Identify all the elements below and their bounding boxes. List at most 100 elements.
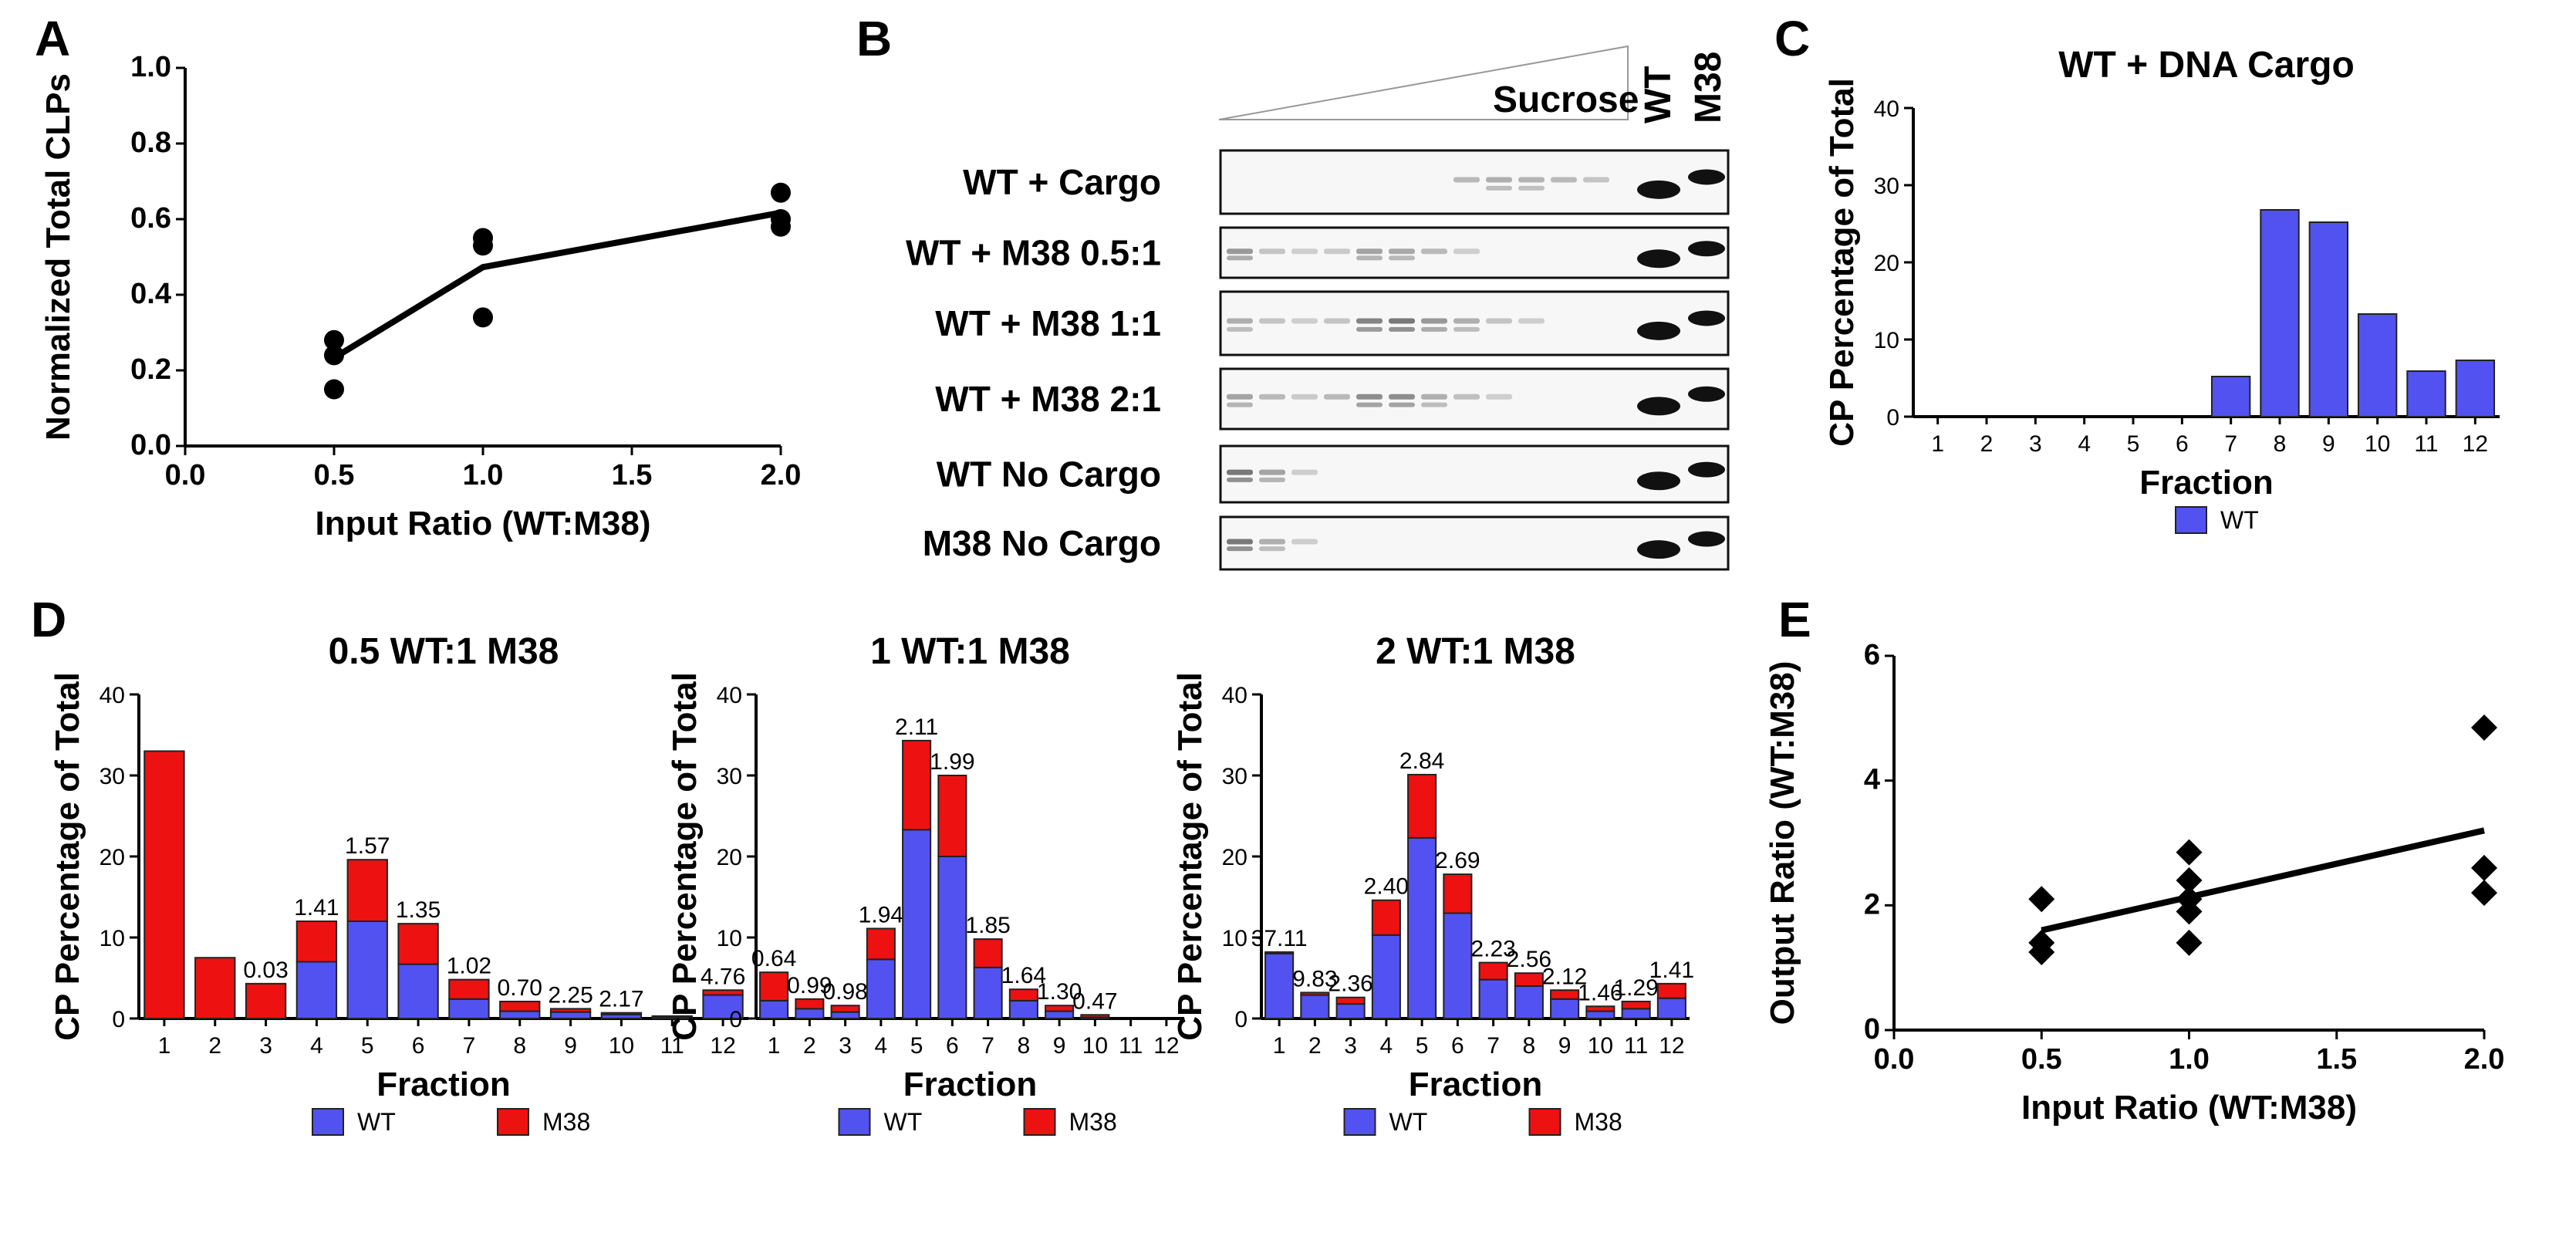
gel-band bbox=[1486, 185, 1512, 191]
x-tick-label: 0.5 bbox=[314, 459, 355, 492]
chart-title: 1 WT:1 M38 bbox=[870, 631, 1070, 672]
x-tick-label: 2 bbox=[803, 1033, 816, 1059]
bar-data-label: 1.85 bbox=[965, 913, 1010, 938]
bar-data-label: 1.46 bbox=[1578, 980, 1622, 1005]
gel-band bbox=[1421, 326, 1447, 332]
x-tick-label: 5 bbox=[2127, 431, 2140, 457]
bar-m38 bbox=[1371, 899, 1401, 936]
data-point bbox=[324, 379, 344, 400]
bar-m38 bbox=[830, 1005, 860, 1013]
bar-data-label: 1.41 bbox=[294, 895, 339, 921]
x-axis-label: Input Ratio (WT:M38) bbox=[315, 505, 650, 542]
bar-wt bbox=[448, 998, 490, 1020]
x-tick-label: 0.0 bbox=[1874, 1043, 1915, 1076]
y-tick-label: 40 bbox=[1222, 683, 1247, 708]
fit-line bbox=[332, 209, 782, 361]
bar-data-label: 2.56 bbox=[1507, 947, 1551, 972]
chart-e: 0 2 4 6 0.0 0.5 1.0 1.5 2.0 Input Ratio (WT:M38) O… bbox=[1764, 639, 2504, 1127]
data-point bbox=[2028, 886, 2055, 913]
gel-band bbox=[1421, 394, 1447, 400]
bar-wt bbox=[2210, 376, 2251, 417]
x-tick-label: 1 bbox=[1273, 1033, 1286, 1059]
y-tick-label: 0 bbox=[729, 1007, 742, 1032]
y-tick-label: 30 bbox=[1222, 764, 1247, 789]
bar-m38 bbox=[600, 1012, 643, 1015]
gel-band bbox=[1453, 318, 1480, 324]
data-point bbox=[2471, 880, 2497, 907]
bar-m38 bbox=[194, 957, 236, 1019]
legend-label-wt: WT bbox=[2220, 506, 2259, 534]
y-tick-label: 10 bbox=[100, 926, 125, 951]
bar-data-label: 1.29 bbox=[1613, 975, 1658, 1001]
bar-wt bbox=[937, 856, 967, 1019]
y-tick-label: 4 bbox=[1864, 764, 1880, 796]
x-tick-label: 3 bbox=[1344, 1033, 1357, 1059]
chart-title: 2 WT:1 M38 bbox=[1376, 631, 1575, 672]
data-point bbox=[2471, 714, 2497, 741]
x-tick-label: 2 bbox=[1980, 431, 1994, 457]
gel-row-label: WT + Cargo bbox=[963, 162, 1161, 202]
y-axis-label: CP Percentage of Total bbox=[1171, 672, 1209, 1041]
bar-m38 bbox=[397, 923, 439, 965]
x-tick-label: 2.0 bbox=[2464, 1043, 2505, 1076]
x-tick-label: 7 bbox=[2224, 431, 2237, 457]
data-point bbox=[2028, 938, 2055, 965]
bar-m38 bbox=[759, 971, 789, 1002]
y-tick-label: 0 bbox=[112, 1007, 125, 1032]
gel-band-wt-marker bbox=[1637, 540, 1680, 559]
gel-band bbox=[1227, 402, 1253, 407]
bar-wt bbox=[2308, 221, 2349, 417]
x-tick-label: 12 bbox=[710, 1033, 735, 1059]
y-axis-label: CP Percentage of Total bbox=[666, 672, 704, 1041]
x-tick-label: 8 bbox=[2274, 431, 2287, 457]
x-tick-label: 8 bbox=[1523, 1033, 1536, 1059]
gel-band bbox=[1227, 469, 1253, 475]
gel-band bbox=[1486, 318, 1512, 324]
data-point bbox=[2471, 854, 2497, 881]
x-tick-label: 6 bbox=[2176, 431, 2189, 457]
bar-m38 bbox=[448, 978, 490, 1000]
gel-band bbox=[1227, 546, 1253, 552]
x-tick-label: 6 bbox=[946, 1033, 959, 1059]
bar-wt bbox=[1443, 912, 1473, 1019]
gel-band bbox=[1421, 402, 1447, 407]
y-tick-label: 0.4 bbox=[130, 278, 171, 310]
legend-swatch-wt bbox=[838, 1108, 871, 1136]
x-axis-label: Fraction bbox=[376, 1066, 511, 1103]
x-tick-label: 7 bbox=[981, 1033, 994, 1059]
bar-data-label: 1.30 bbox=[1037, 979, 1082, 1005]
y-tick-label: 10 bbox=[717, 926, 742, 951]
bar-data-label: 1.02 bbox=[447, 954, 491, 979]
bar-data-label: 0.64 bbox=[751, 946, 796, 971]
x-axis-label: Fraction bbox=[903, 1066, 1038, 1103]
x-tick-label: 2.0 bbox=[761, 459, 802, 492]
x-tick-label: 4 bbox=[2078, 431, 2091, 457]
data-point bbox=[324, 345, 344, 366]
y-tick-label: 20 bbox=[717, 845, 742, 870]
gel-band-wt-marker bbox=[1637, 321, 1680, 340]
x-tick-label: 10 bbox=[609, 1033, 634, 1059]
chart-d3: 2 WT:1 M38 0 10 20 30 40 1 37.11 2 9.83 3 2.36 4 2.40… bbox=[1171, 631, 1694, 1136]
gel-row-label: WT No Cargo bbox=[937, 454, 1161, 495]
y-tick-label: 0.0 bbox=[130, 429, 171, 461]
bar-wt bbox=[1264, 953, 1295, 1019]
gel-rows: WT + Cargo WT + M38 0.5:1 WT + M38 1:1 WT +… bbox=[906, 149, 1730, 571]
bar-m38 bbox=[1585, 1005, 1615, 1012]
y-tick-label: 0.8 bbox=[130, 127, 171, 159]
gel-band bbox=[1259, 318, 1285, 324]
chart-title: WT + DNA Cargo bbox=[2058, 45, 2355, 86]
x-tick-label: 1.5 bbox=[2316, 1043, 2357, 1076]
gel-band-m38-marker bbox=[1688, 241, 1725, 257]
gel-band bbox=[1518, 177, 1545, 183]
bar-wt bbox=[397, 963, 439, 1020]
gel-band-wt-marker bbox=[1637, 397, 1680, 416]
legend-label-m38: M38 bbox=[542, 1108, 590, 1136]
y-tick-label: 2 bbox=[1864, 888, 1880, 921]
gel-band bbox=[1421, 318, 1447, 324]
y-tick-label: 10 bbox=[1874, 328, 1899, 353]
x-tick-label: 2 bbox=[208, 1033, 221, 1059]
gel-band bbox=[1486, 394, 1512, 400]
gel-band bbox=[1356, 318, 1383, 324]
bar-m38 bbox=[1264, 951, 1295, 955]
